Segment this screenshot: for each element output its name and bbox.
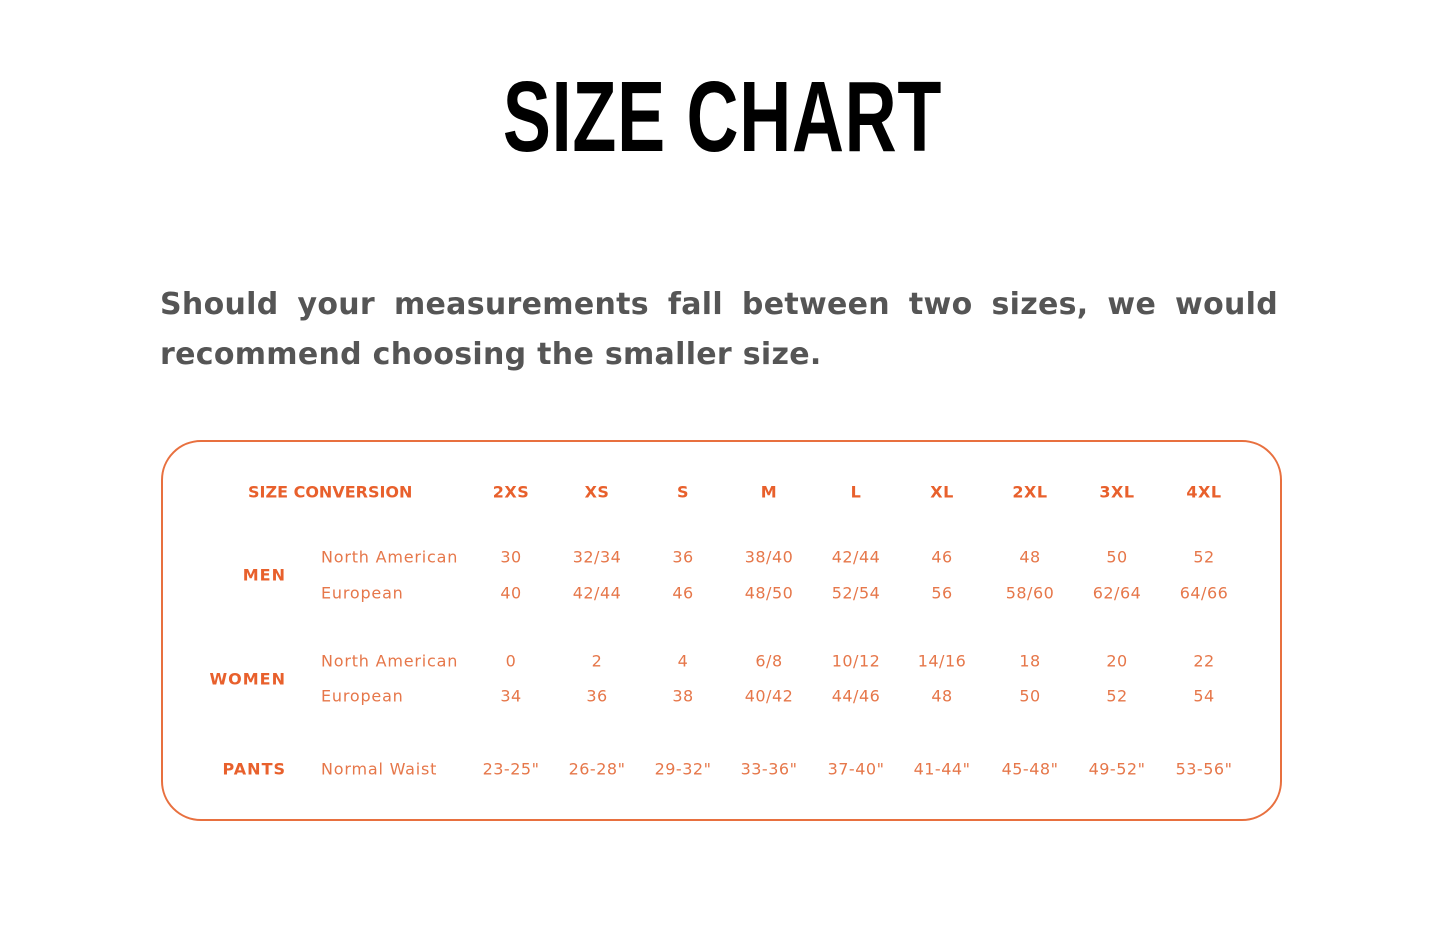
row-label: European: [321, 583, 404, 603]
size-conversion-table: [161, 440, 1282, 821]
size-header: 2XS: [492, 482, 530, 502]
table-header-label: SIZE CONVERSION: [248, 482, 413, 502]
size-header: 4XL: [1186, 482, 1222, 502]
table-cell: 18: [1019, 651, 1041, 671]
size-header: 3XL: [1099, 482, 1135, 502]
table-cell: 42/44: [572, 583, 622, 603]
sizing-note: Should your measurements fall between tw…: [160, 287, 1278, 372]
table-cell: 10/12: [831, 651, 881, 671]
table-cell: 52/54: [831, 583, 881, 603]
size-header: L: [850, 482, 862, 502]
table-cell: 56: [931, 583, 953, 603]
table-cell: 41-44": [913, 759, 971, 779]
row-label: North American: [321, 547, 459, 567]
table-cell: 44/46: [831, 686, 881, 706]
table-cell: 40: [500, 583, 522, 603]
table-cell: 45-48": [1001, 759, 1059, 779]
table-cell: 50: [1019, 686, 1041, 706]
row-label: North American: [321, 651, 459, 671]
group-label: MEN: [242, 565, 286, 585]
row-label: European: [321, 686, 404, 706]
table-cell: 33-36": [740, 759, 798, 779]
size-header: S: [676, 482, 690, 502]
table-cell: 58/60: [1005, 583, 1055, 603]
table-cell: 26-28": [568, 759, 626, 779]
group-label: WOMEN: [209, 669, 286, 688]
page-title: SIZE CHART: [502, 61, 943, 173]
size-header: XS: [584, 482, 610, 502]
size-header: M: [760, 482, 778, 502]
table-cell: 32/34: [572, 547, 622, 567]
group-label: PANTS: [222, 759, 286, 779]
size-header: XL: [930, 482, 954, 502]
table-cell: 2: [591, 651, 603, 671]
table-cell: 38/40: [744, 547, 794, 567]
table-cell: 22: [1193, 651, 1215, 671]
table-cell: 37-40": [827, 759, 885, 779]
table-cell: 42/44: [831, 547, 881, 567]
table-cell: 62/64: [1092, 583, 1142, 603]
table-cell: 29-32": [654, 759, 712, 779]
table-cell: 14/16: [917, 651, 967, 671]
table-cell: 0: [505, 651, 517, 671]
table-cell: 53-56": [1175, 759, 1233, 779]
table-cell: 48/50: [744, 583, 794, 603]
table-cell: 20: [1106, 651, 1128, 671]
table-cell: 54: [1193, 686, 1215, 706]
table-cell: 52: [1193, 547, 1215, 567]
table-cell: 34: [500, 686, 522, 706]
table-cell: 48: [1019, 547, 1041, 567]
table-cell: 38: [672, 686, 694, 706]
table-cell: 52: [1106, 686, 1128, 706]
table-cell: 46: [931, 547, 953, 567]
table-cell: 46: [672, 583, 694, 603]
table-cell: 36: [586, 686, 608, 706]
row-label: Normal Waist: [321, 759, 438, 779]
table-cell: 40/42: [744, 686, 794, 706]
table-cell: 36: [672, 547, 694, 567]
table-cell: 6/8: [755, 651, 783, 671]
size-header: 2XL: [1012, 482, 1048, 502]
table-cell: 49-52": [1088, 759, 1146, 779]
table-cell: 4: [677, 651, 689, 671]
table-cell: 64/66: [1179, 583, 1229, 603]
table-cell: 50: [1106, 547, 1128, 567]
table-cell: 48: [931, 686, 953, 706]
table-cell: 30: [500, 547, 522, 567]
table-cell: 23-25": [482, 759, 540, 779]
